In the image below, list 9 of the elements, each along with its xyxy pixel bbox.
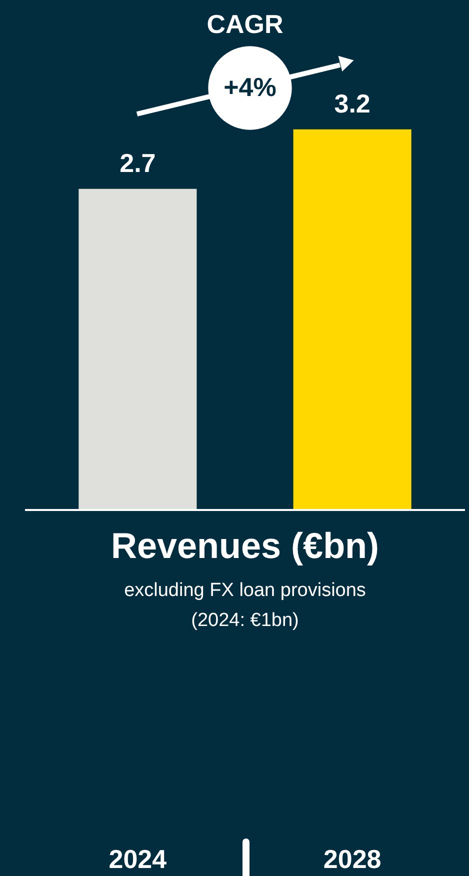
data-label: 2.7 <box>120 148 156 178</box>
text: (2024: €1bn) <box>191 610 299 631</box>
text: excluding FX loan provisions <box>124 580 366 601</box>
data-label: 3.2 <box>334 88 370 118</box>
x-tick-label: 2028 <box>323 844 382 874</box>
x-tick-label: 2024 <box>108 844 168 874</box>
text: +4% <box>224 72 276 102</box>
text: Revenues (€bn) <box>110 525 380 566</box>
text: CAGR <box>206 9 284 39</box>
